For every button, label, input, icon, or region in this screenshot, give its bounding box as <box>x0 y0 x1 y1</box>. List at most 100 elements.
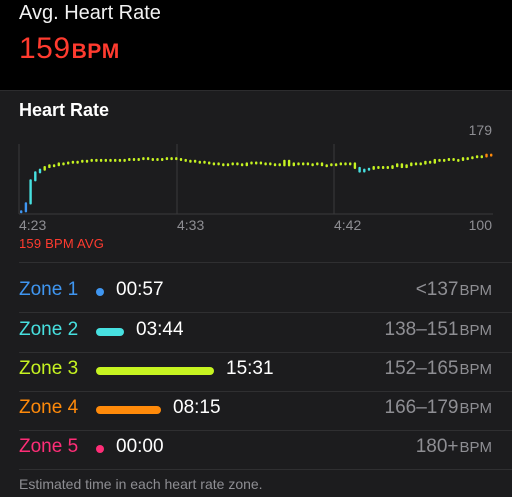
hr-point <box>367 167 371 171</box>
hr-point <box>57 162 60 167</box>
zone-row-5: Zone 5 00:00 180+BPM <box>0 430 512 469</box>
zone-bar <box>96 445 104 453</box>
hr-point <box>306 162 310 166</box>
zone-bar <box>96 406 161 414</box>
y-max-label: 179 <box>469 122 493 138</box>
section-separator <box>0 90 512 91</box>
hr-point <box>433 158 436 164</box>
zone-row-2: Zone 2 03:44 138–151BPM <box>0 313 512 352</box>
hr-point <box>480 155 483 159</box>
hr-point <box>161 158 164 161</box>
hr-point <box>90 158 93 162</box>
zone-name: Zone 1 <box>19 279 79 300</box>
avg-heart-rate-number: 159 <box>19 32 71 65</box>
hr-point <box>137 158 140 161</box>
avg-heart-rate-value: 159BPM <box>19 32 120 66</box>
hr-point <box>396 163 399 168</box>
hr-point <box>67 161 70 165</box>
hr-point <box>302 162 305 166</box>
hr-point <box>278 163 281 167</box>
zone-bar <box>96 288 104 296</box>
hr-point <box>29 179 32 205</box>
zone-range: <137BPM <box>416 279 492 301</box>
hr-point <box>85 159 89 163</box>
hr-point <box>297 162 300 166</box>
avg-bpm-label: 159 BPM AVG <box>19 236 105 251</box>
hr-point <box>466 157 469 161</box>
hr-point <box>443 158 446 162</box>
zone-range: 166–179BPM <box>385 397 492 419</box>
hr-point <box>372 166 375 170</box>
hr-point <box>424 160 427 165</box>
zone-range-unit: BPM <box>459 439 492 456</box>
hr-point <box>71 160 75 164</box>
hr-point <box>264 162 267 166</box>
heart-rate-chart[interactable]: 179 100 4:23 4:33 4:42 <box>0 118 512 234</box>
zone-range-unit: BPM <box>459 400 492 417</box>
hr-point <box>269 162 272 166</box>
hr-point <box>142 157 145 161</box>
divider <box>19 262 512 263</box>
hr-point <box>62 162 65 166</box>
zone-time: 15:31 <box>226 358 274 379</box>
hr-point <box>457 158 460 162</box>
hr-point <box>189 159 192 163</box>
hr-point <box>311 163 314 167</box>
hr-point <box>344 162 347 166</box>
hr-point <box>156 158 159 161</box>
hr-point <box>292 162 295 167</box>
hr-point <box>419 162 422 166</box>
y-min-label: 100 <box>469 217 493 233</box>
chart-title: Heart Rate <box>19 100 110 120</box>
x-label-423: 4:23 <box>19 217 46 233</box>
zone-range-value: 138–151 <box>384 319 459 340</box>
zone-range-unit: BPM <box>459 361 492 378</box>
hr-point <box>339 162 342 166</box>
hr-point <box>179 158 183 161</box>
hr-point <box>208 161 211 165</box>
hr-point <box>109 158 112 162</box>
hr-point <box>236 162 239 166</box>
avg-heart-rate-unit: BPM <box>71 40 120 63</box>
zone-row-3: Zone 3 15:31 152–165BPM <box>0 352 512 391</box>
hr-point <box>99 158 103 162</box>
hr-point <box>320 162 324 167</box>
hr-point <box>34 171 37 182</box>
zone-time: 03:44 <box>136 319 184 340</box>
zone-row-1: Zone 1 00:57 <137BPM <box>0 273 512 312</box>
hr-point <box>81 159 84 163</box>
hr-point <box>391 165 394 169</box>
hr-point <box>38 168 42 174</box>
heart-rate-marks <box>20 153 493 214</box>
zone-range-value: <137 <box>415 279 459 300</box>
divider <box>19 430 512 431</box>
hr-point <box>452 158 455 161</box>
zone-time: 00:57 <box>116 279 164 300</box>
hr-point <box>118 158 122 162</box>
zone-range: 152–165BPM <box>385 358 492 380</box>
zone-range-value: 166–179 <box>384 397 459 418</box>
hr-point <box>193 159 197 163</box>
hr-point <box>24 202 28 213</box>
zone-range: 180+BPM <box>416 436 492 458</box>
hr-point <box>217 162 220 166</box>
hr-point <box>400 163 404 169</box>
zone-range-unit: BPM <box>459 322 492 339</box>
hr-point <box>363 168 366 173</box>
hr-point <box>212 162 216 166</box>
hr-point <box>414 162 418 166</box>
hr-point <box>231 162 234 166</box>
heart-rate-card <box>0 91 512 497</box>
hr-point <box>20 210 23 214</box>
hr-point <box>490 153 493 157</box>
divider <box>19 352 512 353</box>
hr-point <box>334 163 338 167</box>
hr-point <box>381 166 385 169</box>
hr-point <box>325 164 328 168</box>
hr-point <box>170 157 173 161</box>
hr-point <box>330 163 333 167</box>
zone-bar <box>96 367 214 375</box>
chart-grid <box>18 144 493 215</box>
zone-range-value: 180+ <box>415 436 459 457</box>
hr-point <box>245 162 248 167</box>
